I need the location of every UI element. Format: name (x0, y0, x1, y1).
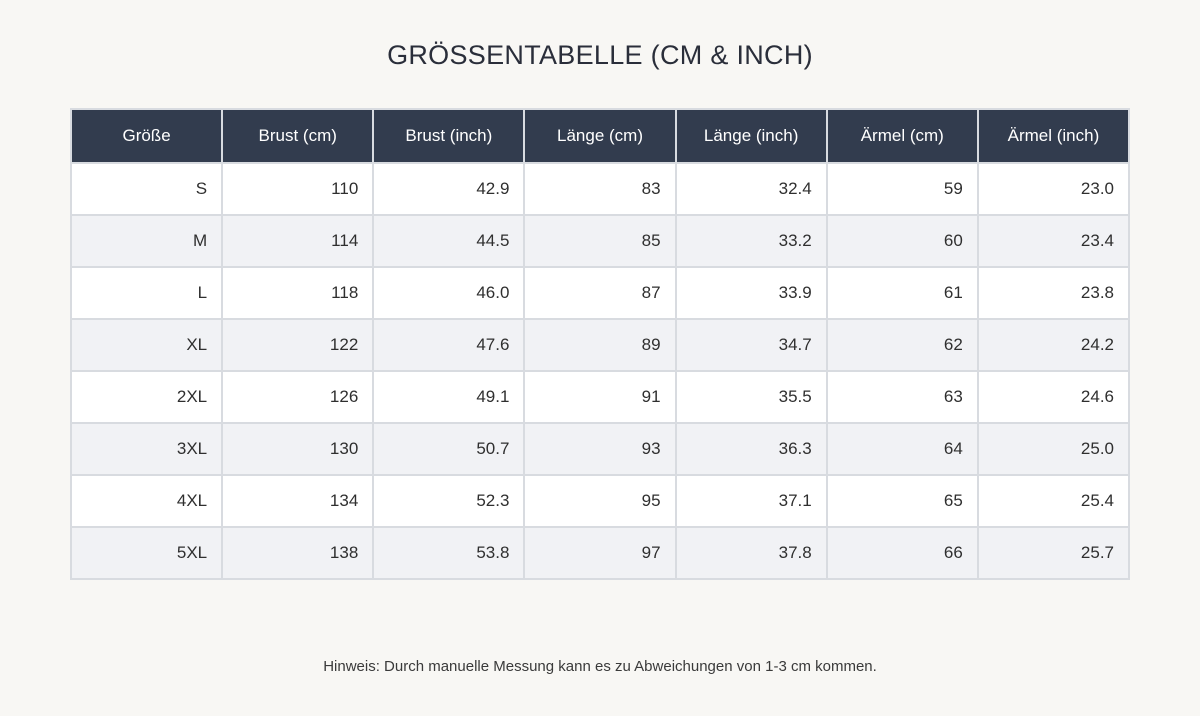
cell-chest-inch: 53.8 (372, 526, 526, 580)
cell-chest-cm: 110 (221, 162, 375, 216)
table-row: 5XL 138 53.8 97 37.8 66 25.7 (69, 526, 1131, 580)
cell-sleeve-cm: 64 (825, 422, 979, 476)
cell-chest-cm: 122 (221, 318, 375, 372)
table-row: 4XL 134 52.3 95 37.1 65 25.4 (69, 474, 1131, 528)
cell-sleeve-inch: 24.6 (976, 370, 1131, 424)
cell-sleeve-cm: 59 (825, 162, 979, 216)
cell-length-inch: 35.5 (674, 370, 828, 424)
table-row: 2XL 126 49.1 91 35.5 63 24.6 (69, 370, 1131, 424)
size-table: Größe Brust (cm) Brust (inch) Länge (cm)… (69, 108, 1131, 580)
cell-length-cm: 83 (523, 162, 677, 216)
table-header-row: Größe Brust (cm) Brust (inch) Länge (cm)… (69, 108, 1131, 164)
cell-length-inch: 37.1 (674, 474, 828, 528)
cell-size: S (69, 162, 224, 216)
cell-sleeve-cm: 66 (825, 526, 979, 580)
cell-chest-inch: 49.1 (372, 370, 526, 424)
cell-sleeve-cm: 65 (825, 474, 979, 528)
header-size: Größe (69, 108, 224, 164)
table-row: S 110 42.9 83 32.4 59 23.0 (69, 162, 1131, 216)
cell-size: 5XL (69, 526, 224, 580)
cell-chest-inch: 46.0 (372, 266, 526, 320)
cell-chest-cm: 114 (221, 214, 375, 268)
header-sleeve-inch: Ärmel (inch) (976, 108, 1131, 164)
size-table-container: Größe Brust (cm) Brust (inch) Länge (cm)… (69, 108, 1131, 580)
cell-chest-inch: 42.9 (372, 162, 526, 216)
cell-sleeve-cm: 61 (825, 266, 979, 320)
cell-size: XL (69, 318, 224, 372)
cell-size: L (69, 266, 224, 320)
cell-length-cm: 87 (523, 266, 677, 320)
cell-chest-cm: 138 (221, 526, 375, 580)
cell-chest-inch: 47.6 (372, 318, 526, 372)
page-title: GRÖSSENTABELLE (CM & INCH) (387, 40, 813, 70)
cell-sleeve-inch: 23.4 (976, 214, 1131, 268)
cell-sleeve-inch: 23.0 (976, 162, 1131, 216)
header-sleeve-cm: Ärmel (cm) (825, 108, 979, 164)
cell-length-cm: 95 (523, 474, 677, 528)
cell-length-inch: 32.4 (674, 162, 828, 216)
cell-size: M (69, 214, 224, 268)
cell-chest-inch: 44.5 (372, 214, 526, 268)
cell-sleeve-inch: 25.0 (976, 422, 1131, 476)
cell-length-inch: 37.8 (674, 526, 828, 580)
cell-chest-inch: 50.7 (372, 422, 526, 476)
cell-length-cm: 89 (523, 318, 677, 372)
cell-sleeve-cm: 62 (825, 318, 979, 372)
cell-length-cm: 85 (523, 214, 677, 268)
cell-chest-cm: 130 (221, 422, 375, 476)
table-row: L 118 46.0 87 33.9 61 23.8 (69, 266, 1131, 320)
cell-size: 3XL (69, 422, 224, 476)
cell-length-inch: 34.7 (674, 318, 828, 372)
cell-length-cm: 93 (523, 422, 677, 476)
header-chest-inch: Brust (inch) (372, 108, 526, 164)
cell-chest-inch: 52.3 (372, 474, 526, 528)
measurement-note: Hinweis: Durch manuelle Messung kann es … (323, 658, 877, 675)
cell-chest-cm: 134 (221, 474, 375, 528)
cell-length-inch: 36.3 (674, 422, 828, 476)
cell-chest-cm: 126 (221, 370, 375, 424)
cell-length-cm: 97 (523, 526, 677, 580)
header-length-cm: Länge (cm) (523, 108, 677, 164)
cell-chest-cm: 118 (221, 266, 375, 320)
table-row: XL 122 47.6 89 34.7 62 24.2 (69, 318, 1131, 372)
cell-size: 2XL (69, 370, 224, 424)
cell-sleeve-cm: 63 (825, 370, 979, 424)
header-chest-cm: Brust (cm) (221, 108, 375, 164)
cell-size: 4XL (69, 474, 224, 528)
cell-length-inch: 33.2 (674, 214, 828, 268)
header-length-inch: Länge (inch) (674, 108, 828, 164)
cell-sleeve-inch: 25.7 (976, 526, 1131, 580)
table-row: M 114 44.5 85 33.2 60 23.4 (69, 214, 1131, 268)
cell-length-inch: 33.9 (674, 266, 828, 320)
table-row: 3XL 130 50.7 93 36.3 64 25.0 (69, 422, 1131, 476)
cell-sleeve-inch: 25.4 (976, 474, 1131, 528)
cell-sleeve-inch: 23.8 (976, 266, 1131, 320)
cell-sleeve-inch: 24.2 (976, 318, 1131, 372)
cell-sleeve-cm: 60 (825, 214, 979, 268)
cell-length-cm: 91 (523, 370, 677, 424)
